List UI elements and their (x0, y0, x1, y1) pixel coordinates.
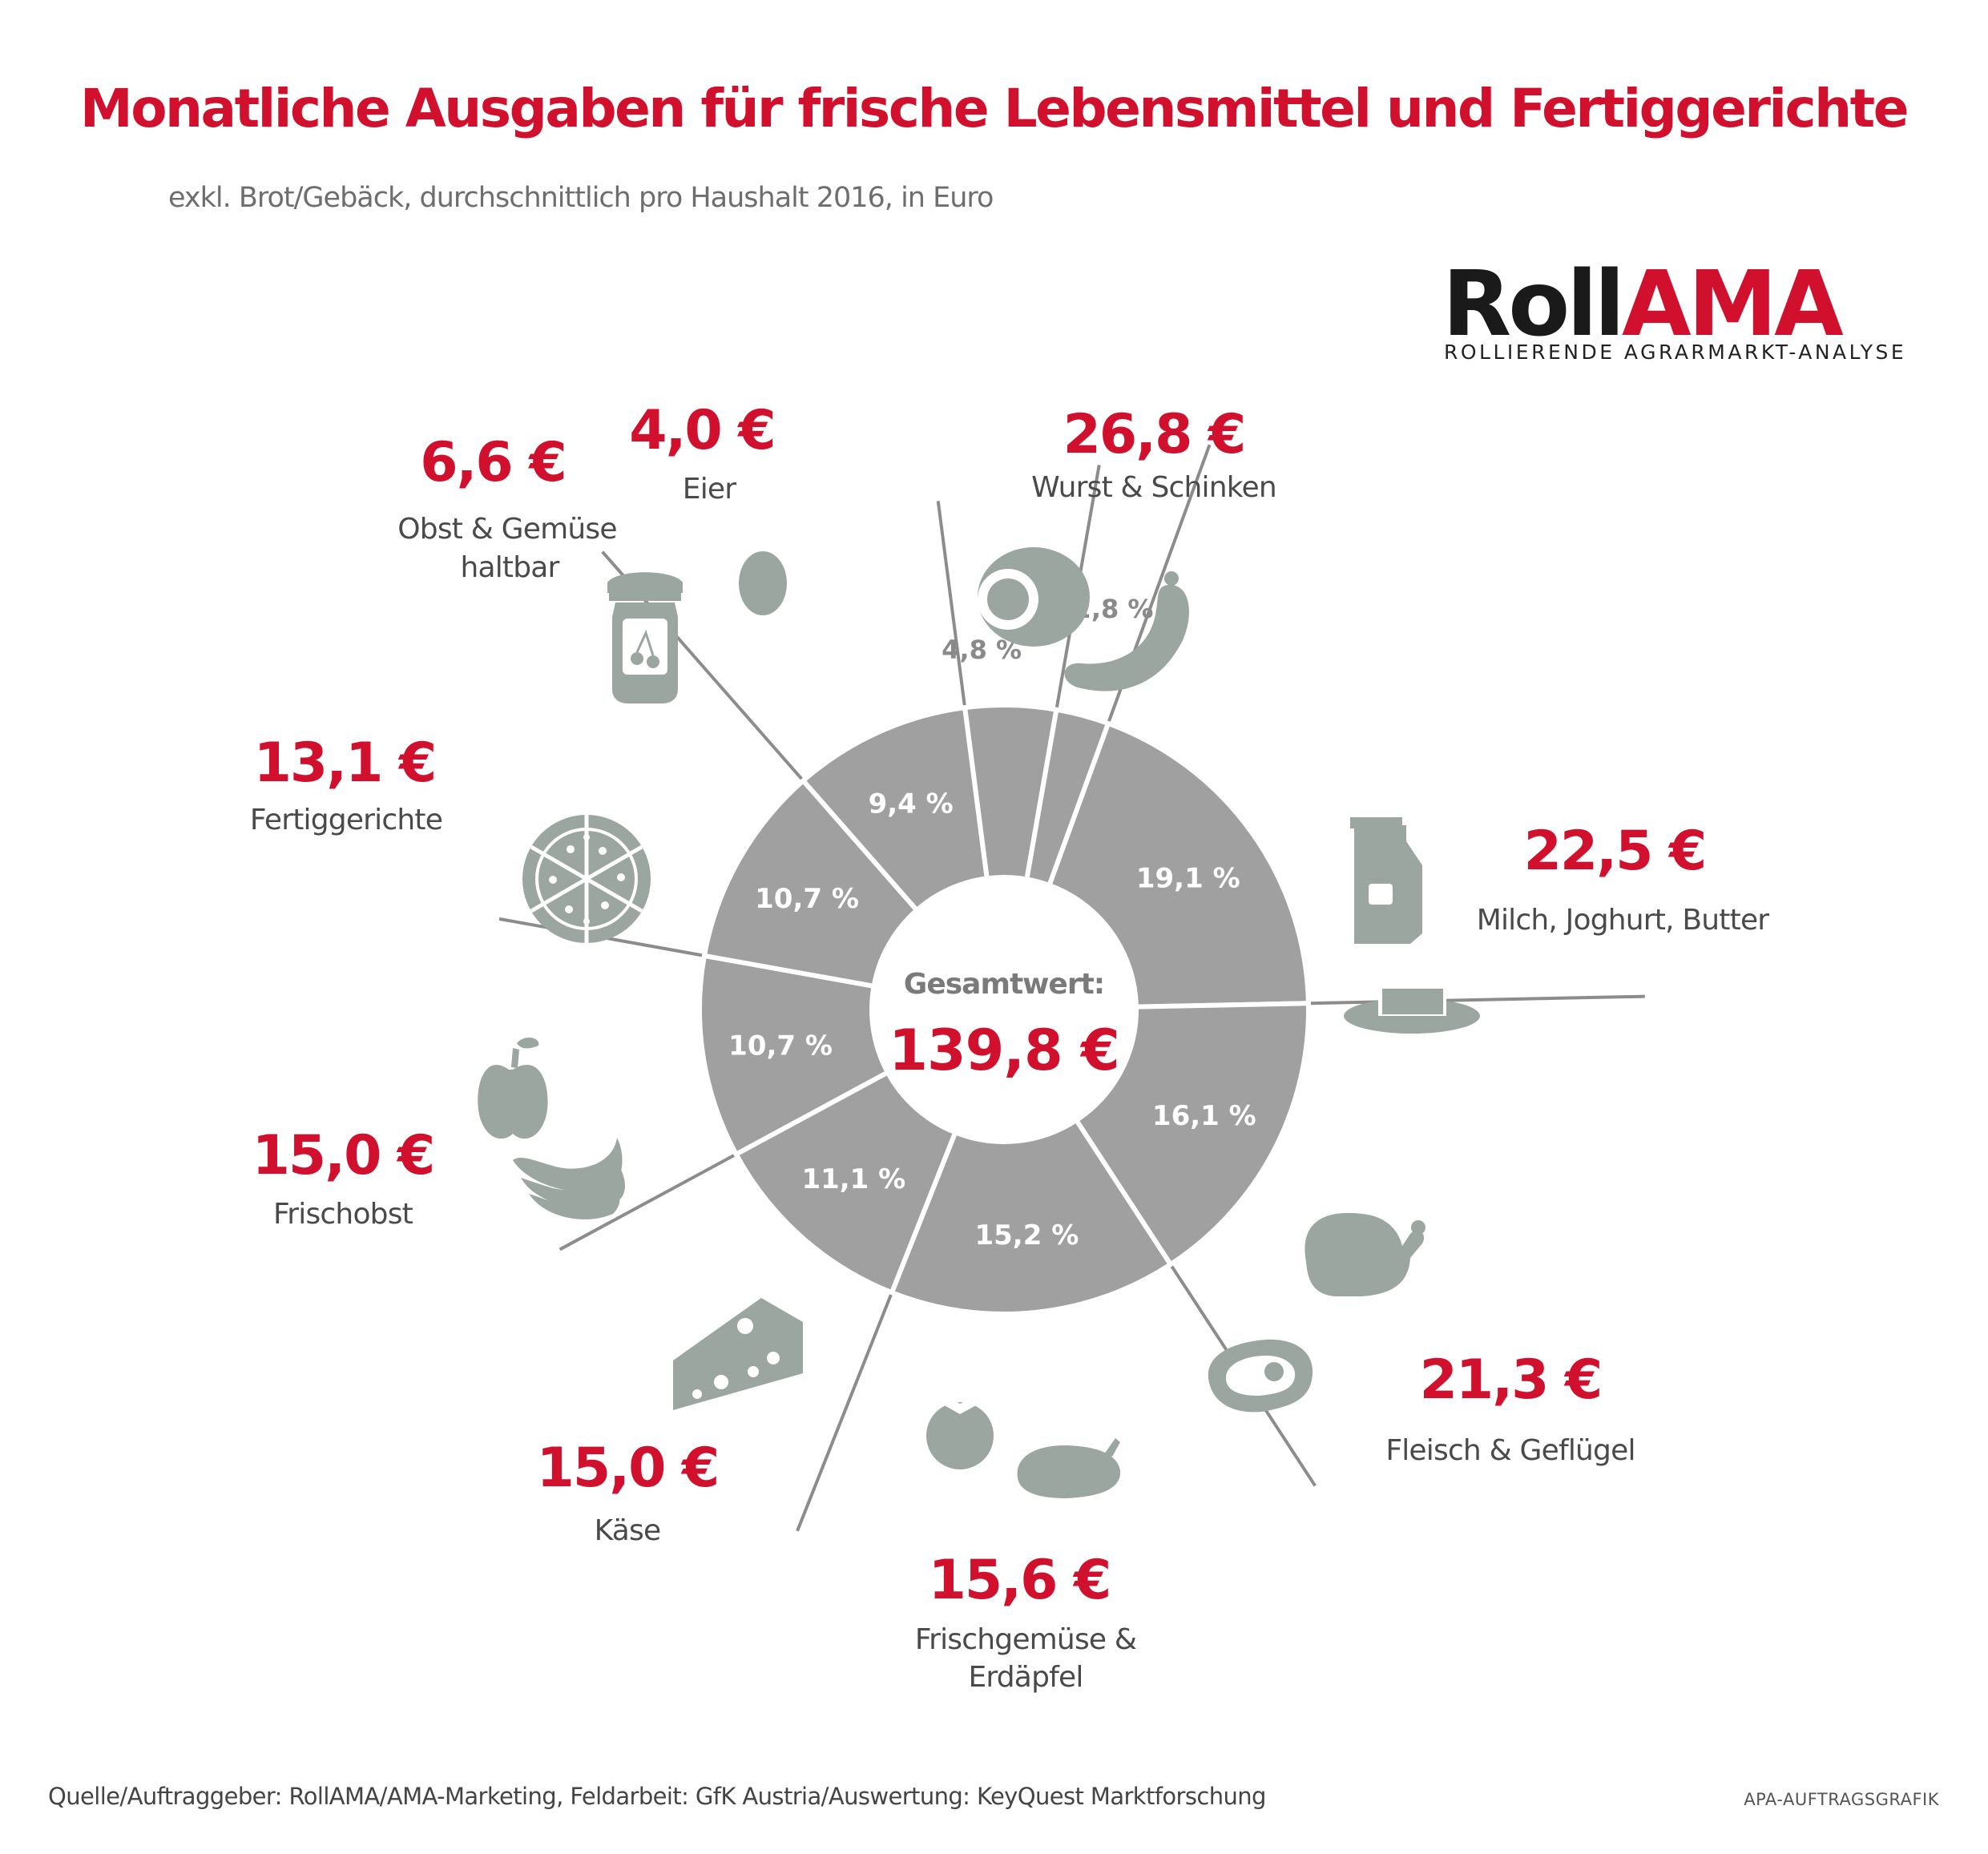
value-label-milch: 22,5 € (1524, 820, 1706, 883)
value-label-eier: 4,0 € (629, 399, 774, 462)
rollama-logo: RollAMA ROLLIERENDE AGRARMARKT-ANALYSE (1442, 252, 1906, 364)
percent-label-1: 16,1 % (1152, 1100, 1256, 1132)
name-label-gemuese-2: Erdäpfel (968, 1661, 1083, 1694)
percent-label-2: 15,2 % (974, 1219, 1079, 1251)
percent-label-3: 11,1 % (801, 1163, 905, 1195)
name-label-fleisch: Fleisch & Geflügel (1385, 1434, 1635, 1467)
jar-icon (607, 572, 683, 703)
percent-labels: 19,1 % 16,1 % 15,2 % 11,1 % 10,7 % 10,7 % 9,4 … (728, 594, 1256, 1251)
chart-title: Monatliche Ausgaben für frische Lebensmi… (80, 78, 1907, 139)
center-total: 139,8 € (889, 1018, 1119, 1083)
milk-butter-icon (1344, 817, 1480, 1034)
logo-tagline: ROLLIERENDE AGRARMARKT-ANALYSE (1444, 341, 1906, 364)
percent-label-5: 10,7 % (755, 883, 859, 915)
percent-label-4: 10,7 % (728, 1030, 833, 1062)
percent-label-6: 9,4 % (869, 788, 954, 820)
name-label-haltbar-1: Obst & Gemüse (397, 513, 616, 546)
svg-text:RollAMA: RollAMA (1442, 252, 1844, 357)
apple-banana-icon (478, 1037, 625, 1219)
chicken-steak-icon (1208, 1212, 1425, 1413)
percent-label-0: 19,1 % (1136, 863, 1240, 895)
center-label: Gesamtwert: (904, 968, 1104, 1001)
name-label-obst: Frischobst (273, 1198, 413, 1231)
value-label-wurst: 26,8 € (1063, 403, 1245, 466)
donut-hole (872, 877, 1136, 1142)
value-label-obst: 15,0 € (252, 1124, 434, 1187)
name-label-haltbar-2: haltbar (460, 551, 559, 584)
name-label-gemuese-1: Frischgemüse & (915, 1623, 1136, 1656)
ham-sausage-icon (978, 547, 1189, 691)
cheese-icon (673, 1298, 803, 1410)
tomato-eggplant-icon (926, 1398, 1121, 1498)
chart-subtitle: exkl. Brot/Gebäck, durchschnittlich pro … (168, 182, 993, 214)
value-label-haltbar: 6,6 € (420, 431, 565, 494)
logo-part-roll: Roll (1442, 252, 1622, 357)
value-label-fertig: 13,1 € (254, 732, 436, 795)
logo-part-ama: AMA (1622, 252, 1844, 357)
value-label-gemuese: 15,6 € (929, 1549, 1111, 1612)
category-labels: 26,8 € Wurst & Schinken 22,5 € Milch, Jo… (250, 399, 1770, 1694)
donut-slice-0 (1046, 720, 1311, 1010)
value-label-kaese: 15,0 € (537, 1437, 719, 1500)
donut-ring (697, 703, 1311, 1316)
value-label-fleisch: 21,3 € (1420, 1348, 1602, 1412)
name-label-eier: Eier (683, 473, 736, 506)
name-label-fertig: Fertiggerichte (250, 804, 442, 836)
credit-note: APA-AUFTRAGSGRAFIK (1744, 1790, 1939, 1809)
pizza-icon (522, 815, 651, 943)
source-note: Quelle/Auftraggeber: RollAMA/AMA-Marketi… (48, 1783, 1266, 1810)
name-label-wurst: Wurst & Schinken (1031, 471, 1276, 504)
name-label-milch: Milch, Joghurt, Butter (1477, 904, 1770, 937)
egg-icon (739, 551, 787, 615)
name-label-kaese: Käse (595, 1514, 661, 1547)
